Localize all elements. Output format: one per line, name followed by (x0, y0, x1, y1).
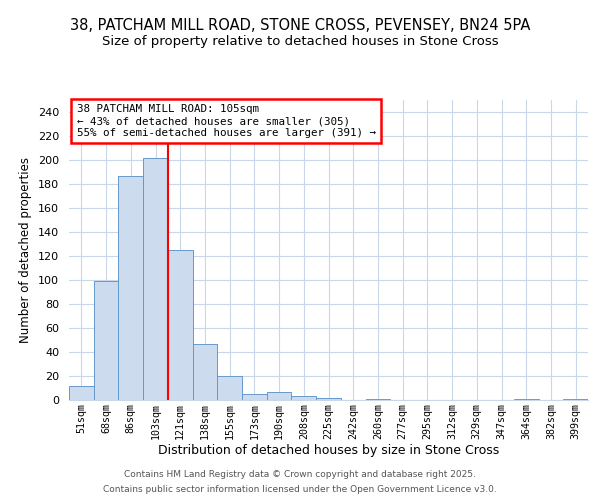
Bar (563, 399, 588, 400)
Text: Contains public sector information licensed under the Open Government Licence v3: Contains public sector information licen… (103, 485, 497, 494)
Text: Size of property relative to detached houses in Stone Cross: Size of property relative to detached ho… (101, 35, 499, 48)
Bar (514, 399, 539, 400)
Bar (365, 399, 390, 400)
Text: 38 PATCHAM MILL ROAD: 105sqm
← 43% of detached houses are smaller (305)
55% of s: 38 PATCHAM MILL ROAD: 105sqm ← 43% of de… (77, 104, 376, 138)
Bar (118, 176, 143, 400)
Text: Contains HM Land Registry data © Crown copyright and database right 2025.: Contains HM Land Registry data © Crown c… (124, 470, 476, 479)
Bar (242, 394, 267, 400)
Bar (168, 250, 193, 400)
Bar (217, 376, 242, 400)
Bar (193, 344, 217, 400)
Y-axis label: Number of detached properties: Number of detached properties (19, 157, 32, 343)
Bar (94, 281, 118, 400)
Text: 38, PATCHAM MILL ROAD, STONE CROSS, PEVENSEY, BN24 5PA: 38, PATCHAM MILL ROAD, STONE CROSS, PEVE… (70, 18, 530, 32)
X-axis label: Distribution of detached houses by size in Stone Cross: Distribution of detached houses by size … (158, 444, 499, 458)
Bar (69, 386, 94, 400)
Bar (316, 398, 341, 400)
Bar (143, 158, 168, 400)
Bar (292, 396, 316, 400)
Bar (267, 392, 292, 400)
